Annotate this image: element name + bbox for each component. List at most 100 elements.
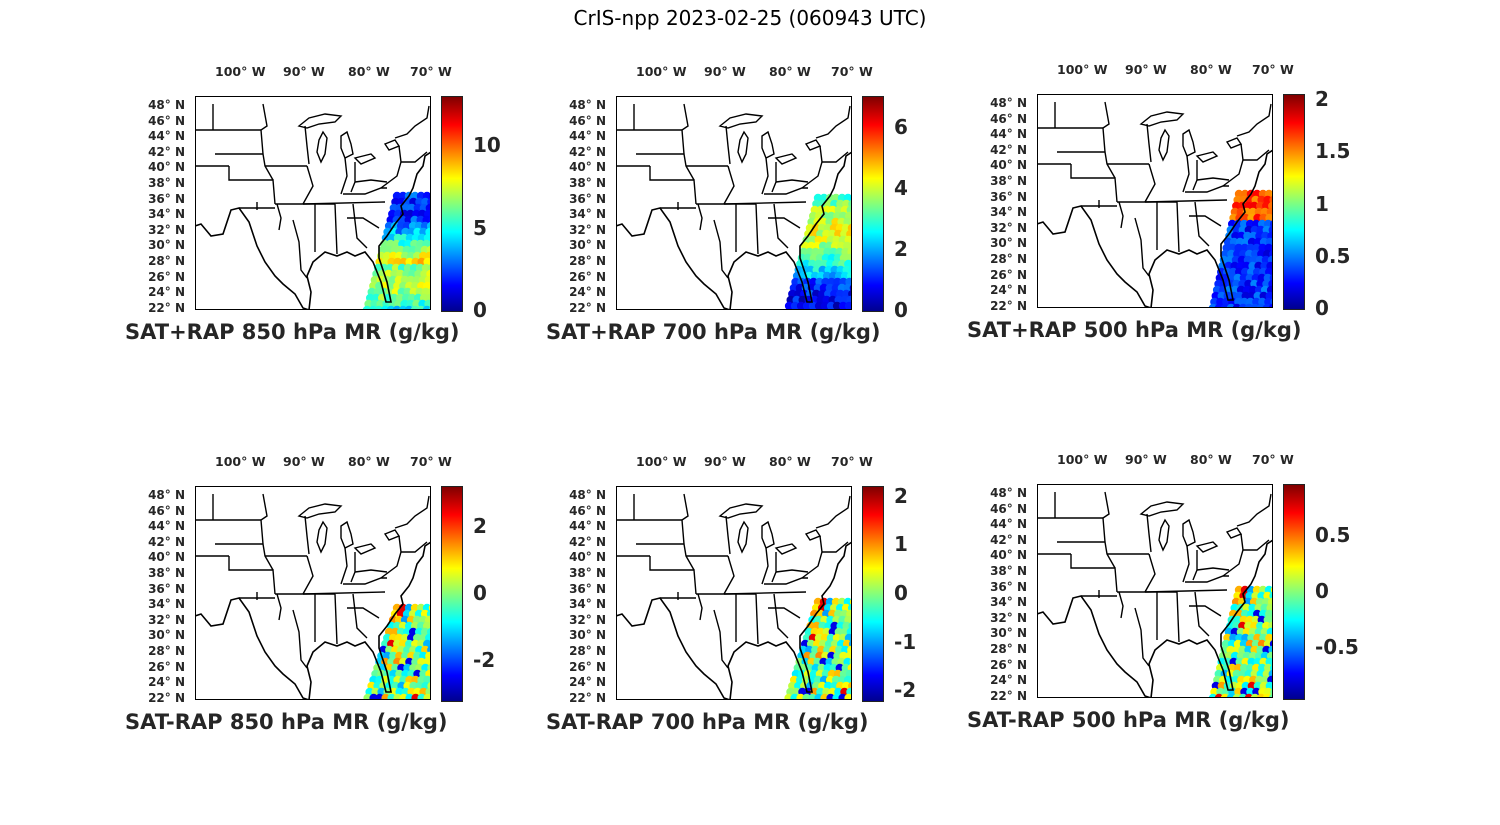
latitude-tick-label: 42° N bbox=[569, 534, 606, 549]
state-boundary bbox=[228, 166, 276, 205]
longitude-tick-label: 90° W bbox=[704, 64, 746, 79]
panel-caption: SAT-RAP 850 hPa MR (g/kg) bbox=[125, 710, 448, 734]
map-plot-area bbox=[195, 486, 431, 700]
colorbar-tick-label: -2 bbox=[894, 678, 917, 703]
colorbar-tick-label: 0 bbox=[1315, 296, 1329, 320]
great-lakes-outline bbox=[718, 503, 822, 555]
coastline bbox=[195, 151, 431, 310]
colorbar-tick-label: 2 bbox=[1315, 87, 1329, 112]
longitude-tick-label: 100° W bbox=[636, 64, 687, 79]
state-boundary bbox=[1146, 123, 1152, 163]
latitude-tick-label: 28° N bbox=[990, 252, 1027, 266]
longitude-tick-label: 70° W bbox=[1252, 62, 1294, 77]
map-panel: 100° W 90° W 80° W 70° W 48° N 46° N 44° N 42° … bbox=[125, 450, 495, 750]
state-boundary bbox=[1236, 493, 1272, 527]
latitude-tick-labels: 48° N 46° N 44° N 42° N 40° N 38° N 36° N 34° N… bbox=[546, 60, 616, 315]
latitude-tick-label: 40° N bbox=[990, 548, 1027, 563]
state-boundary bbox=[1182, 155, 1190, 193]
latitude-tick-label: 22° N bbox=[569, 690, 606, 705]
longitude-tick-label: 100° W bbox=[636, 454, 687, 469]
swath-point bbox=[808, 301, 818, 310]
map-plot-area bbox=[1037, 484, 1273, 698]
latitude-tick-label: 32° N bbox=[569, 222, 606, 237]
state-boundary bbox=[1243, 539, 1270, 551]
state-boundary bbox=[394, 105, 430, 139]
latitude-tick-label: 36° N bbox=[148, 581, 185, 596]
panel-caption: SAT+RAP 850 hPa MR (g/kg) bbox=[125, 320, 460, 344]
longitude-tick-label: 80° W bbox=[1190, 452, 1232, 467]
state-boundary bbox=[1192, 550, 1198, 581]
state-boundary bbox=[1194, 591, 1210, 637]
longitude-tick-label: 100° W bbox=[1057, 62, 1108, 77]
map-plot-area bbox=[195, 96, 431, 310]
state-boundary bbox=[1118, 591, 1124, 619]
latitude-tick-labels: 48° N 46° N 44° N 42° N 40° N 38° N 36° N 34° N… bbox=[967, 58, 1037, 313]
state-boundary bbox=[1196, 177, 1230, 181]
great-lakes-outline bbox=[297, 113, 401, 165]
panel-caption: SAT+RAP 700 hPa MR (g/kg) bbox=[546, 320, 881, 344]
colorbar bbox=[862, 486, 884, 702]
longitude-tick-label: 90° W bbox=[1125, 62, 1167, 77]
colorbar-tick-label: 5 bbox=[473, 215, 487, 240]
latitude-tick-label: 48° N bbox=[148, 98, 185, 112]
swath-point bbox=[844, 693, 852, 700]
latitude-tick-label: 40° N bbox=[569, 550, 606, 565]
longitude-tick-label: 70° W bbox=[1252, 452, 1294, 467]
state-boundary bbox=[649, 166, 697, 205]
state-boundary bbox=[1194, 201, 1210, 247]
state-boundary bbox=[343, 187, 387, 195]
state-boundary bbox=[681, 493, 695, 571]
latitude-tick-label: 34° N bbox=[148, 207, 185, 222]
colorbar-tick-label: 2 bbox=[894, 236, 908, 261]
latitude-tick-label: 30° N bbox=[990, 626, 1027, 641]
latitude-tick-label: 24° N bbox=[990, 283, 1027, 298]
state-boundary bbox=[1236, 103, 1272, 137]
satellite-swath bbox=[1208, 585, 1273, 698]
panel-caption: SAT+RAP 500 hPa MR (g/kg) bbox=[967, 318, 1302, 342]
latitude-tick-label: 22° N bbox=[569, 300, 606, 315]
latitude-tick-label: 40° N bbox=[148, 550, 185, 565]
longitude-tick-label: 80° W bbox=[1190, 62, 1232, 77]
colorbar-tick-label: -1 bbox=[894, 629, 917, 654]
latitude-tick-label: 28° N bbox=[569, 254, 606, 268]
colorbar-tick-label: 0 bbox=[894, 581, 908, 605]
colorbar-tick-label: 6 bbox=[894, 114, 908, 139]
map-panel: 100° W 90° W 80° W 70° W 48° N 46° N 44° N 42° … bbox=[967, 448, 1359, 748]
longitude-tick-label: 100° W bbox=[1057, 452, 1108, 467]
latitude-tick-label: 34° N bbox=[990, 595, 1027, 610]
state-boundary bbox=[334, 203, 338, 255]
latitude-tick-label: 38° N bbox=[569, 566, 606, 580]
coastline bbox=[616, 151, 852, 310]
state-boundary bbox=[725, 515, 731, 555]
state-boundary bbox=[723, 555, 735, 595]
state-boundary bbox=[302, 201, 386, 205]
latitude-tick-label: 38° N bbox=[148, 176, 185, 190]
state-boundary bbox=[292, 609, 308, 669]
colorbar-tick-label: 0 bbox=[1315, 579, 1329, 603]
map-frame bbox=[195, 486, 431, 700]
state-boundary bbox=[761, 547, 769, 585]
latitude-tick-label: 46° N bbox=[569, 113, 606, 128]
map-panel: 100° W 90° W 80° W 70° W 48° N 46° N 44° N 42° … bbox=[125, 60, 501, 360]
state-boundary bbox=[1189, 215, 1222, 227]
state-boundary bbox=[1144, 589, 1228, 593]
state-boundary bbox=[260, 493, 274, 571]
latitude-tick-label: 44° N bbox=[990, 517, 1027, 532]
latitude-tick-label: 22° N bbox=[990, 298, 1027, 313]
state-boundary bbox=[755, 203, 759, 255]
state-boundary bbox=[764, 187, 808, 195]
colorbar-tick-label: 0 bbox=[473, 298, 487, 322]
latitude-tick-labels: 48° N 46° N 44° N 42° N 40° N 38° N 36° N 34° N… bbox=[546, 450, 616, 705]
colorbar-tick-label: -0.5 bbox=[1315, 635, 1359, 660]
map-svg bbox=[195, 486, 431, 700]
swath-point bbox=[784, 301, 794, 310]
state-boundary bbox=[1144, 199, 1228, 203]
great-lakes-outline bbox=[1139, 111, 1243, 163]
latitude-tick-label: 26° N bbox=[148, 269, 185, 284]
map-panel: 100° W 90° W 80° W 70° W 48° N 46° N 44° N 42° … bbox=[546, 450, 916, 750]
map-plot-area bbox=[616, 96, 852, 310]
longitude-tick-label: 90° W bbox=[283, 64, 325, 79]
latitude-tick-label: 24° N bbox=[990, 673, 1027, 688]
latitude-tick-label: 46° N bbox=[148, 503, 185, 518]
latitude-tick-label: 38° N bbox=[990, 174, 1027, 188]
